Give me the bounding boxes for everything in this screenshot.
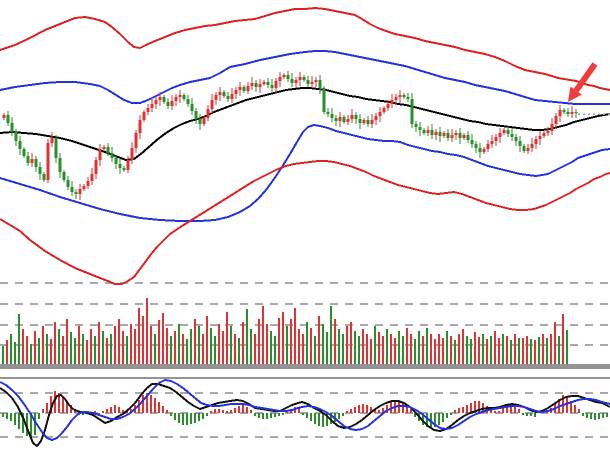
upper-outer-band — [0, 7, 610, 91]
lower-inner-band — [0, 124, 610, 222]
middle-average-line — [0, 87, 610, 161]
lower-outer-band — [0, 160, 610, 285]
candlestick-series — [2, 71, 578, 200]
upper-inner-band — [0, 50, 610, 105]
macd-pane — [0, 377, 610, 438]
volume-gridlines — [0, 282, 610, 346]
volume-bars — [2, 298, 568, 364]
macd-lines — [0, 379, 610, 447]
macd-histogram — [2, 391, 608, 437]
arrow-annotation-icon — [568, 62, 598, 102]
volume-baseline — [0, 364, 610, 369]
price-bands — [0, 7, 610, 285]
